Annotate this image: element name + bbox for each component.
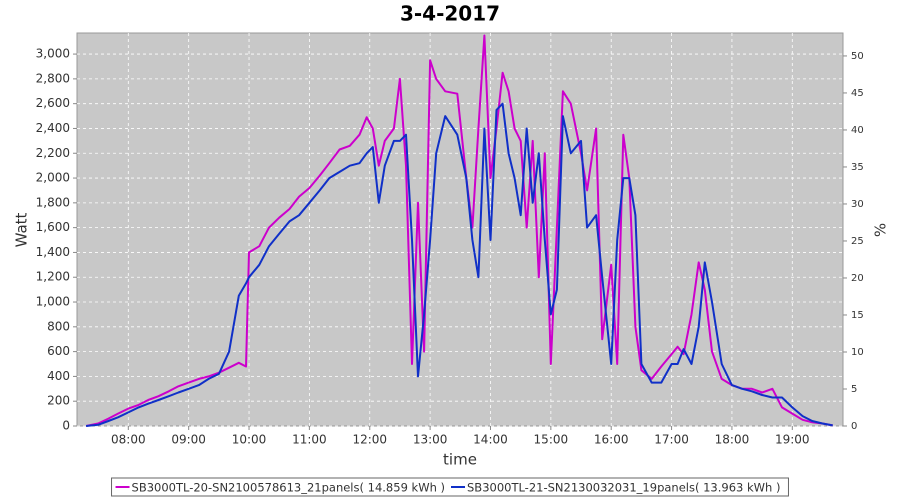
chart-title: 3-4-2017 xyxy=(400,2,500,26)
y2-tick-label: 30 xyxy=(851,199,864,210)
x-tick-label: 10:00 xyxy=(232,433,267,447)
legend-label: SB3000TL-20-SN2100578613_21panels( 14.85… xyxy=(132,481,445,495)
y2-tick-label: 10 xyxy=(851,347,864,358)
y-tick-label: 1,200 xyxy=(36,270,70,284)
y-tick-label: 2,000 xyxy=(36,171,70,185)
plot-area xyxy=(76,32,844,427)
y-tick-label: 200 xyxy=(47,394,70,408)
y-tick-label: 400 xyxy=(47,369,70,383)
legend xyxy=(111,477,789,497)
legend-label: SB3000TL-21-SN2130032031_19panels( 13.96… xyxy=(467,481,780,495)
y-tick-label: 1,000 xyxy=(36,295,70,309)
series-line xyxy=(85,34,833,427)
y2-tick-label: 0 xyxy=(851,421,857,432)
y2-tick-label: 35 xyxy=(851,162,864,173)
x-tick-label: 18:00 xyxy=(715,433,750,447)
x-tick-label: 17:00 xyxy=(654,433,689,447)
y-tick-label: 3,000 xyxy=(36,47,70,61)
y-tick-label: 800 xyxy=(47,319,70,333)
x-tick-label: 09:00 xyxy=(171,433,206,447)
y2-axis-label: % xyxy=(872,223,890,237)
y-tick-label: 2,200 xyxy=(36,146,70,160)
y2-tick-label: 5 xyxy=(851,384,857,395)
y2-tick-label: 45 xyxy=(851,88,864,99)
x-tick-label: 15:00 xyxy=(534,433,569,447)
x-tick-label: 13:00 xyxy=(413,433,448,447)
y-tick-label: 2,400 xyxy=(36,121,70,135)
y2-tick-label: 25 xyxy=(851,236,864,247)
y2-tick-label: 40 xyxy=(851,125,864,136)
y2-tick-label: 15 xyxy=(851,310,864,321)
y-tick-label: 1,600 xyxy=(36,220,70,234)
y-axis-label: Watt xyxy=(13,212,31,247)
y2-tick-label: 20 xyxy=(851,273,864,284)
y-tick-label: 1,400 xyxy=(36,245,70,259)
x-axis-label: time xyxy=(443,451,477,469)
y-tick-label: 600 xyxy=(47,344,70,358)
x-tick-label: 08:00 xyxy=(111,433,146,447)
x-tick-label: 11:00 xyxy=(292,433,327,447)
series-line xyxy=(86,102,833,427)
y-tick-label: 2,800 xyxy=(36,71,70,85)
y2-tick-label: 50 xyxy=(851,51,864,62)
x-tick-label: 19:00 xyxy=(775,433,810,447)
y-tick-label: 1,800 xyxy=(36,195,70,209)
x-tick-label: 14:00 xyxy=(473,433,508,447)
y-tick-label: 2,600 xyxy=(36,96,70,110)
x-tick-label: 12:00 xyxy=(352,433,387,447)
x-tick-label: 16:00 xyxy=(594,433,629,447)
y-tick-label: 0 xyxy=(62,419,70,433)
